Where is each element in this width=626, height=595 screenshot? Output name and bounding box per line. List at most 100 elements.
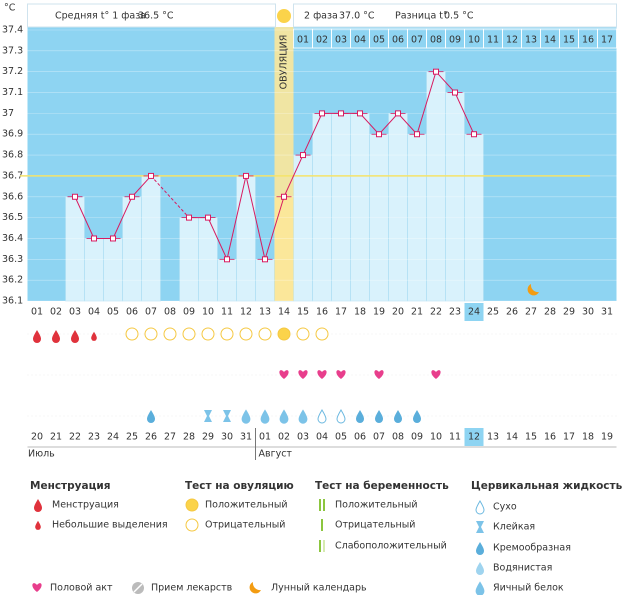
calendar-day: 16: [544, 432, 556, 443]
x-tick-label: 06: [126, 307, 138, 318]
legend-title: Тест на беременность: [315, 480, 449, 492]
calendar-day: 07: [373, 432, 385, 443]
y-tick-label: 37: [2, 108, 14, 119]
drop-icon: [476, 562, 484, 575]
phase2-day: 10: [468, 35, 480, 46]
temp-bar: [312, 113, 332, 302]
heart-icon: [336, 370, 346, 379]
calendar-day: 29: [202, 432, 214, 443]
temp-point: [376, 131, 382, 138]
x-tick-label: 02: [50, 307, 62, 318]
calendar-day: 09: [411, 432, 423, 443]
drop-icon: [317, 409, 327, 424]
drop-icon: [298, 409, 308, 424]
x-tick-label: 20: [392, 307, 404, 318]
x-tick-label: 11: [221, 307, 233, 318]
legend-item: Положительный: [335, 500, 418, 511]
temp-bar: [331, 113, 351, 302]
sticky-icon: [204, 410, 212, 422]
temp-point: [129, 193, 135, 200]
x-tick-label: 31: [601, 307, 613, 318]
phase2-day: 04: [354, 35, 366, 46]
x-tick-label: 07: [145, 307, 157, 318]
calendar-day: 19: [601, 432, 613, 443]
y-tick-label: 36.9: [2, 129, 23, 140]
phase2-day: 15: [563, 35, 575, 46]
y-tick-label: 36.8: [2, 150, 23, 161]
drop-icon: [147, 410, 155, 423]
drop-icon: [260, 409, 270, 424]
drop-icon: [375, 410, 383, 423]
temp-bar: [103, 238, 123, 302]
legend-item: Положительный: [205, 500, 288, 511]
temp-point: [338, 110, 344, 117]
temp-bar: [350, 113, 370, 302]
ovu-test-icon: [277, 327, 291, 341]
x-tick-label: 12: [240, 307, 252, 318]
x-tick-label: 25: [487, 307, 499, 318]
preg-icon: [319, 499, 321, 511]
calendar-day: 05: [335, 432, 347, 443]
y-axis-label: °C: [4, 3, 16, 14]
drop-icon: [241, 409, 251, 424]
calendar-day: 04: [316, 432, 328, 443]
legend-item: Отрицательный: [205, 520, 285, 531]
gap-connector: [150, 175, 190, 218]
y-tick-label: 36.3: [2, 254, 23, 265]
phase2-day: 09: [449, 35, 461, 46]
temp-point: [224, 256, 230, 263]
temp-point: [414, 131, 420, 138]
x-tick-label: 17: [335, 307, 347, 318]
ovulation-column: [274, 27, 294, 301]
phase2-day: 16: [582, 35, 594, 46]
temp-point: [262, 256, 268, 263]
legend-item: Водянистая: [493, 563, 552, 574]
phase2-day: 01: [297, 35, 309, 46]
temp-point: [433, 68, 439, 75]
drop-icon: [413, 410, 421, 423]
temp-point: [300, 152, 306, 159]
moon-legend-icon: [249, 582, 261, 594]
x-tick-label: 21: [411, 307, 423, 318]
y-tick-label: 36.2: [2, 275, 23, 286]
heart-icon: [32, 583, 42, 592]
calendar-day: 20: [31, 432, 43, 443]
temp-point: [186, 214, 192, 221]
calendar-day: 02: [278, 432, 290, 443]
header-text: 37.0 °C: [339, 11, 375, 22]
header-text: 36.5 °C: [138, 11, 174, 22]
heart-icon: [431, 370, 441, 379]
drop-icon: [476, 542, 484, 555]
y-tick-label: 37.4: [2, 25, 23, 36]
phase2-cell: [597, 28, 617, 49]
legend-item: Клейкая: [493, 522, 535, 533]
y-tick-label: 36.1: [2, 296, 23, 307]
y-tick-label: 36.6: [2, 191, 23, 202]
calendar-day: 03: [297, 432, 309, 443]
drop-icon: [35, 520, 41, 530]
footer-legend-item: Половой акт: [50, 583, 113, 594]
sticky-icon: [476, 521, 484, 533]
calendar-day: 12: [468, 432, 480, 443]
legend-title: Менструация: [30, 480, 110, 492]
drop-icon: [33, 330, 41, 343]
temp-point: [91, 235, 97, 242]
calendar-day: 18: [582, 432, 594, 443]
ovu-test-icon: [315, 327, 329, 341]
legend-item: Слабоположительный: [335, 541, 447, 552]
x-tick-label: 16: [316, 307, 328, 318]
ovu-test-icon: [296, 327, 310, 341]
x-tick-label: 30: [582, 307, 594, 318]
x-tick-label: 03: [69, 307, 81, 318]
temp-bar: [426, 71, 446, 302]
calendar-day: 10: [430, 432, 442, 443]
phase2-day: 14: [544, 35, 556, 46]
temp-point: [452, 89, 458, 96]
phase2-day: 02: [316, 35, 328, 46]
phase2-day: 17: [601, 35, 613, 46]
drop-icon: [71, 330, 79, 343]
x-tick-label: 29: [563, 307, 575, 318]
calendar-day: 08: [392, 432, 404, 443]
moon-icon: [527, 284, 539, 296]
